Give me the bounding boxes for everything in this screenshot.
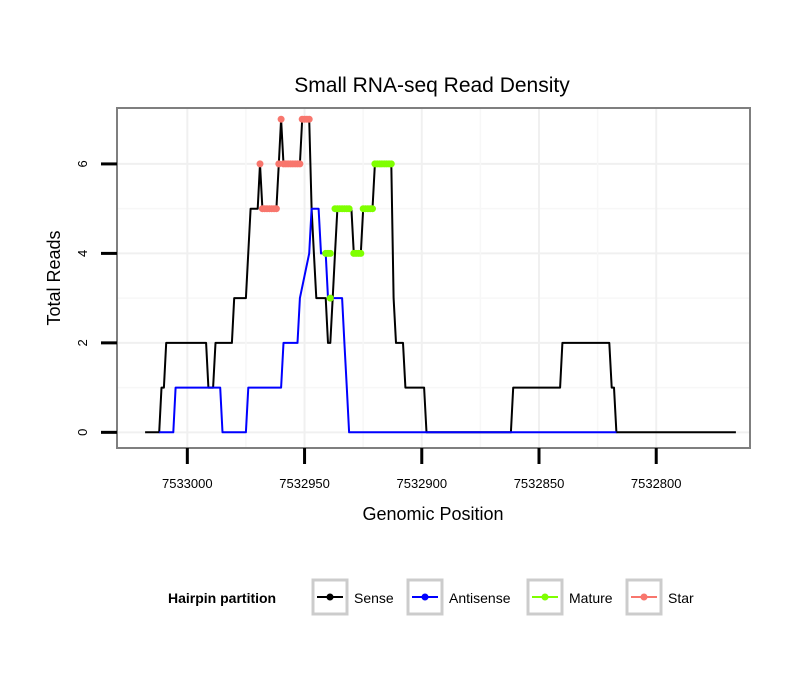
data-point-star	[272, 205, 280, 213]
legend: Hairpin partition Sense Antisense Mature St…	[168, 578, 694, 616]
x-axis-title: Genomic Position	[362, 504, 503, 524]
chart-title: Small RNA-seq Read Density	[294, 74, 570, 97]
x-tick-label: 7532850	[514, 476, 565, 491]
legend-label-sense: Sense	[354, 590, 394, 606]
legend-label-mature: Mature	[569, 590, 613, 606]
plot-background	[117, 108, 750, 448]
data-point-mature	[369, 205, 376, 213]
x-axis: 7533000 7532950 7532900 7532850 7532800	[162, 448, 682, 491]
plot-border	[116, 107, 751, 449]
data-point-mature	[345, 205, 353, 213]
y-tick-label: 0	[75, 429, 90, 436]
legend-label-star: Star	[668, 590, 694, 606]
y-axis-title: Total Reads	[44, 230, 64, 325]
y-tick-label: 4	[75, 250, 90, 257]
y-tick-label: 6	[75, 160, 90, 167]
x-tick-label: 7532900	[396, 476, 447, 491]
y-tick-label: 2	[75, 339, 90, 346]
legend-key-point	[541, 593, 549, 601]
legend-key-point	[326, 593, 334, 601]
series-lines	[145, 118, 736, 434]
data-point-star	[305, 115, 313, 123]
series-line-antisense	[159, 207, 617, 434]
series-points	[256, 115, 395, 302]
x-tick-label: 7533000	[162, 476, 213, 491]
data-point-mature	[326, 294, 334, 302]
legend-key-point	[421, 593, 429, 601]
x-tick-label: 7532800	[631, 476, 682, 491]
data-point-mature	[326, 249, 334, 257]
legend-key-point	[640, 593, 648, 601]
data-point-mature	[357, 249, 365, 257]
data-point-mature	[387, 160, 395, 168]
legend-title: Hairpin partition	[168, 590, 276, 606]
x-tick-label: 7532950	[279, 476, 330, 491]
data-point-star	[277, 115, 285, 123]
y-axis: 0 2 4 6	[75, 160, 117, 436]
data-point-star	[256, 160, 264, 168]
legend-label-antisense: Antisense	[449, 590, 511, 606]
data-point-star	[296, 160, 304, 168]
